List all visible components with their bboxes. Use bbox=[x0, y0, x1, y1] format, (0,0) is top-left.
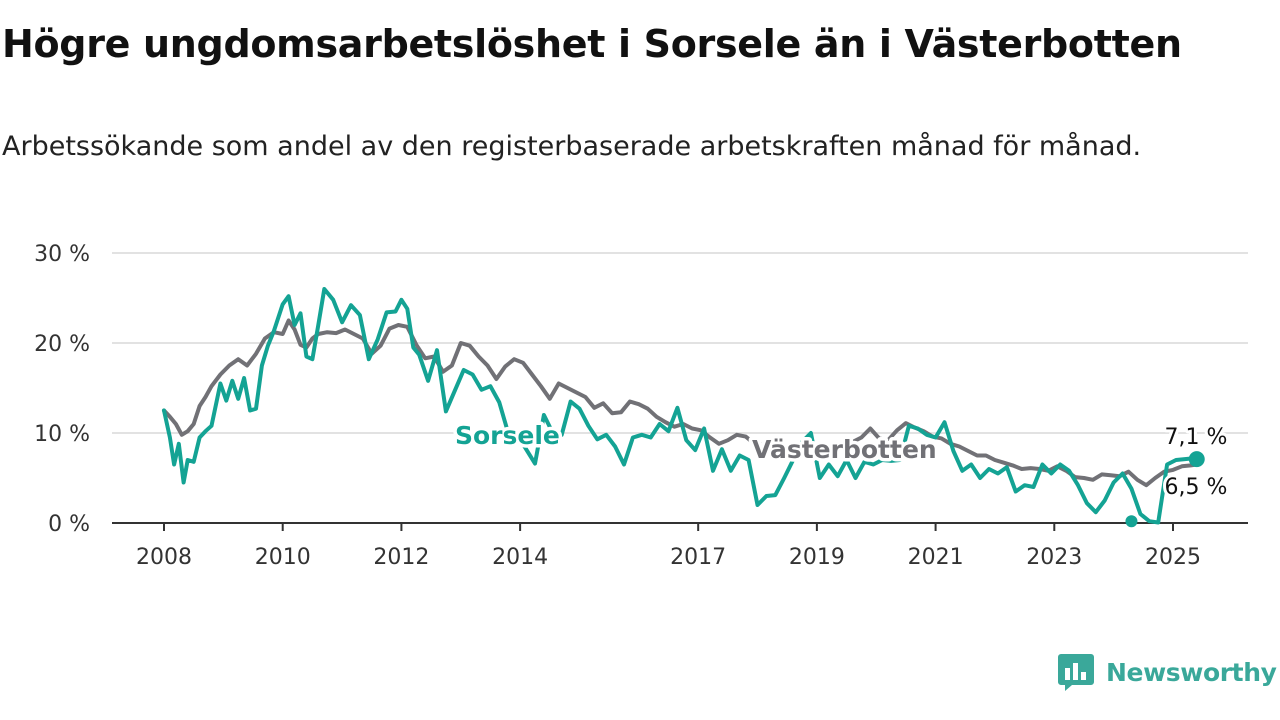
end-label-sorsele: 7,1 % bbox=[1165, 425, 1228, 450]
series-label-vasterbotten-halo: Västerbotten bbox=[752, 435, 937, 464]
series-lines bbox=[162, 287, 1205, 528]
series-label-sorsele: Sorsele bbox=[455, 421, 560, 450]
series-label-sorsele-halo: Sorsele bbox=[455, 421, 560, 450]
grid-lines bbox=[112, 252, 1248, 434]
x-axis: 2008 2010 2012 2014 2017 2019 2021 2023 2025 bbox=[112, 522, 1248, 570]
chart-title: Högre ungdomsarbetslöshet i Sorsele än i… bbox=[2, 22, 1182, 66]
sorsele-low-point bbox=[1125, 515, 1138, 528]
x-tick-label: 2023 bbox=[1026, 545, 1082, 570]
x-tick-label: 2008 bbox=[136, 545, 192, 570]
y-tick-label: 20 % bbox=[34, 332, 90, 357]
x-tick-label: 2010 bbox=[255, 545, 311, 570]
end-label-vasterbotten: 6,5 % bbox=[1165, 475, 1228, 500]
sorsele-end-point bbox=[1188, 451, 1205, 468]
end-label-sorsele-halo: 7,1 % bbox=[1165, 425, 1228, 450]
chart-subtitle: Arbetssökande som andel av den registerb… bbox=[2, 131, 1142, 162]
x-tick-label: 2021 bbox=[908, 545, 964, 570]
x-tick-label: 2025 bbox=[1145, 545, 1201, 570]
x-tick-label: 2019 bbox=[789, 545, 845, 570]
y-tick-label: 30 % bbox=[34, 242, 90, 267]
y-axis: 0 % 10 % 20 % 30 % bbox=[34, 242, 90, 537]
series-line-vasterbotten bbox=[162, 318, 1199, 488]
x-tick-label: 2017 bbox=[670, 545, 726, 570]
brand-logo: Newsworthy bbox=[1058, 652, 1277, 692]
y-tick-label: 10 % bbox=[34, 422, 90, 447]
end-label-vasterbotten-halo: 6,5 % bbox=[1165, 475, 1228, 500]
series-line-sorsele bbox=[162, 287, 1199, 525]
x-tick-label: 2014 bbox=[492, 545, 548, 570]
y-tick-label: 0 % bbox=[48, 512, 90, 537]
series-label-vasterbotten: Västerbotten bbox=[752, 435, 937, 464]
newsworthy-logo-icon bbox=[1058, 654, 1094, 691]
x-tick-label: 2012 bbox=[373, 545, 429, 570]
brand-name: Newsworthy bbox=[1106, 657, 1277, 687]
